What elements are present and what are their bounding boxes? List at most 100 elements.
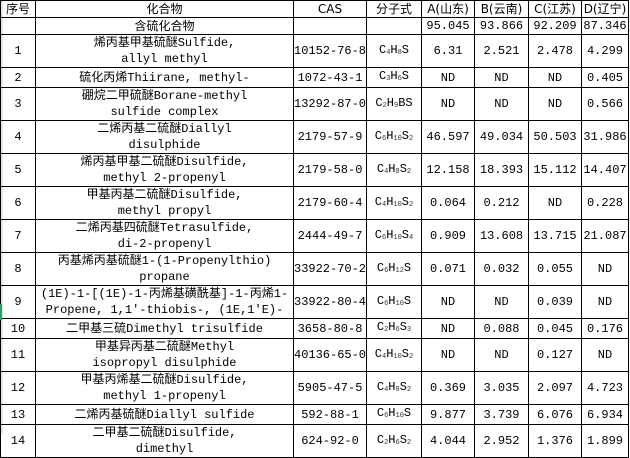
cas-number[interactable]: 3658-80-8 xyxy=(293,318,367,339)
value-d[interactable]: 14.407 xyxy=(581,153,629,187)
value-a[interactable]: ND xyxy=(421,318,475,339)
compound-name[interactable]: 烯丙基甲基硫醚Sulfide, allyl methyl xyxy=(35,34,294,68)
value-b[interactable]: 49.034 xyxy=(474,120,529,154)
cas-number[interactable]: 33922-70-2 xyxy=(293,252,367,286)
row-number[interactable]: 10 xyxy=(0,318,36,339)
value-a[interactable]: 12.158 xyxy=(421,153,475,187)
molecular-formula[interactable]: C6H10S xyxy=(366,285,422,319)
cas-number[interactable]: 5905-47-5 xyxy=(293,371,367,405)
value-d[interactable]: 4.723 xyxy=(581,371,629,405)
molecular-formula[interactable]: C3H6S xyxy=(366,67,422,88)
molecular-formula[interactable]: C4H8S xyxy=(366,34,422,68)
compound-name[interactable]: 二烯丙基四硫醚Tetrasulfide, di-2-propenyl xyxy=(35,219,294,253)
header-c[interactable]: C(江苏) xyxy=(528,0,582,18)
value-c[interactable]: 13.715 xyxy=(528,219,582,253)
value-a[interactable]: 0.071 xyxy=(421,252,475,286)
compound-name[interactable]: 二甲基三硫Dimethyl trisulfide xyxy=(35,318,294,339)
value-a[interactable]: ND xyxy=(421,285,475,319)
value-d[interactable]: 4.299 xyxy=(581,34,629,68)
value-d[interactable]: ND xyxy=(581,285,629,319)
value-c[interactable]: 50.503 xyxy=(528,120,582,154)
row-number[interactable]: 13 xyxy=(0,404,36,425)
value-a[interactable]: 0.064 xyxy=(421,186,475,220)
value-b[interactable]: 3.739 xyxy=(474,404,529,425)
compound-name[interactable]: (1E)-1-[(1E)-1-丙烯基磺酰基]-1-丙烯1- Propene, 1,… xyxy=(35,285,294,319)
compound-name[interactable]: 二烯丙基硫醚Diallyl sulfide xyxy=(35,404,294,425)
group-formula-cell[interactable] xyxy=(366,17,422,35)
cas-number[interactable]: 40136-65-0 xyxy=(293,338,367,372)
row-number[interactable]: 1 xyxy=(0,34,36,68)
compound-name[interactable]: 丙基烯丙基硫醚1-(1-Propenylthio) propane xyxy=(35,252,294,286)
compound-name[interactable]: 烯丙基甲基二硫醚Disulfide, methyl 2-propenyl xyxy=(35,153,294,187)
cas-number[interactable]: 592-88-1 xyxy=(293,404,367,425)
molecular-formula[interactable]: C4H10S2 xyxy=(366,186,422,220)
cas-number[interactable]: 13292-87-0 xyxy=(293,87,367,121)
molecular-formula[interactable]: C6H10S xyxy=(366,404,422,425)
row-number[interactable]: 9 xyxy=(0,285,36,319)
value-d[interactable]: ND xyxy=(581,252,629,286)
row-number[interactable]: 3 xyxy=(0,87,36,121)
group-total-c[interactable]: 92.209 xyxy=(528,17,582,35)
cas-number[interactable]: 624-92-0 xyxy=(293,424,367,458)
molecular-formula[interactable]: C6H12S xyxy=(366,252,422,286)
value-b[interactable]: 3.035 xyxy=(474,371,529,405)
value-c[interactable]: 0.055 xyxy=(528,252,582,286)
compound-name[interactable]: 硫化丙烯Thiirane, methyl- xyxy=(35,67,294,88)
value-c[interactable]: ND xyxy=(528,67,582,88)
header-no[interactable]: 序号 xyxy=(0,0,36,18)
molecular-formula[interactable]: C2H6S3 xyxy=(366,318,422,339)
cas-number[interactable]: 10152-76-8 xyxy=(293,34,367,68)
molecular-formula[interactable]: C4H8S2 xyxy=(366,153,422,187)
compound-name[interactable]: 二甲基二硫醚Disulfide, dimethyl xyxy=(35,424,294,458)
compound-name[interactable]: 硼烷二甲硫醚Borane-methyl sulfide complex xyxy=(35,87,294,121)
value-c[interactable]: 0.039 xyxy=(528,285,582,319)
molecular-formula[interactable]: C4H10S2 xyxy=(366,338,422,372)
value-c[interactable]: 0.127 xyxy=(528,338,582,372)
row-number[interactable]: 12 xyxy=(0,371,36,405)
row-number[interactable]: 2 xyxy=(0,67,36,88)
value-d[interactable]: 0.176 xyxy=(581,318,629,339)
cas-number[interactable]: 2179-60-4 xyxy=(293,186,367,220)
cas-number[interactable]: 2179-57-9 xyxy=(293,120,367,154)
value-d[interactable]: 0.228 xyxy=(581,186,629,220)
compound-name[interactable]: 甲基丙烯基二硫醚Disulfide, methyl 1-propenyl xyxy=(35,371,294,405)
value-c[interactable]: ND xyxy=(528,186,582,220)
row-number[interactable]: 5 xyxy=(0,153,36,187)
value-a[interactable]: 9.877 xyxy=(421,404,475,425)
group-no-cell[interactable] xyxy=(0,17,36,35)
value-b[interactable]: 18.393 xyxy=(474,153,529,187)
value-a[interactable]: 6.31 xyxy=(421,34,475,68)
value-a[interactable]: 4.044 xyxy=(421,424,475,458)
row-number[interactable]: 7 xyxy=(0,219,36,253)
row-number[interactable]: 14 xyxy=(0,424,36,458)
group-total-b[interactable]: 93.866 xyxy=(474,17,529,35)
value-c[interactable]: ND xyxy=(528,87,582,121)
compound-name[interactable]: 甲基异丙基二硫醚Methyl isopropyl disulphide xyxy=(35,338,294,372)
cas-number[interactable]: 2179-58-0 xyxy=(293,153,367,187)
value-c[interactable]: 0.045 xyxy=(528,318,582,339)
value-d[interactable]: 6.934 xyxy=(581,404,629,425)
value-b[interactable]: ND xyxy=(474,87,529,121)
cas-number[interactable]: 33922-80-4 xyxy=(293,285,367,319)
compound-name[interactable]: 甲基丙基二硫醚Disulfide, methyl propyl xyxy=(35,186,294,220)
molecular-formula[interactable]: C2H9BS xyxy=(366,87,422,121)
value-a[interactable]: ND xyxy=(421,87,475,121)
header-cas[interactable]: CAS xyxy=(293,0,367,18)
value-b[interactable]: ND xyxy=(474,67,529,88)
row-number[interactable]: 11 xyxy=(0,338,36,372)
value-c[interactable]: 15.112 xyxy=(528,153,582,187)
value-b[interactable]: 2.952 xyxy=(474,424,529,458)
value-c[interactable]: 1.376 xyxy=(528,424,582,458)
header-compound[interactable]: 化合物 xyxy=(35,0,294,18)
group-total-d[interactable]: 87.346 xyxy=(581,17,629,35)
compound-name[interactable]: 二烯丙基二硫醚Diallyl disulphide xyxy=(35,120,294,154)
value-b[interactable]: ND xyxy=(474,338,529,372)
group-label[interactable]: 含硫化合物 xyxy=(35,17,294,35)
header-a[interactable]: A(山东) xyxy=(421,0,475,18)
molecular-formula[interactable]: C6H10S4 xyxy=(366,219,422,253)
value-b[interactable]: 0.212 xyxy=(474,186,529,220)
group-total-a[interactable]: 95.045 xyxy=(421,17,475,35)
molecular-formula[interactable]: C2H6S2 xyxy=(366,424,422,458)
molecular-formula[interactable]: C4H8S2 xyxy=(366,371,422,405)
value-b[interactable]: ND xyxy=(474,285,529,319)
